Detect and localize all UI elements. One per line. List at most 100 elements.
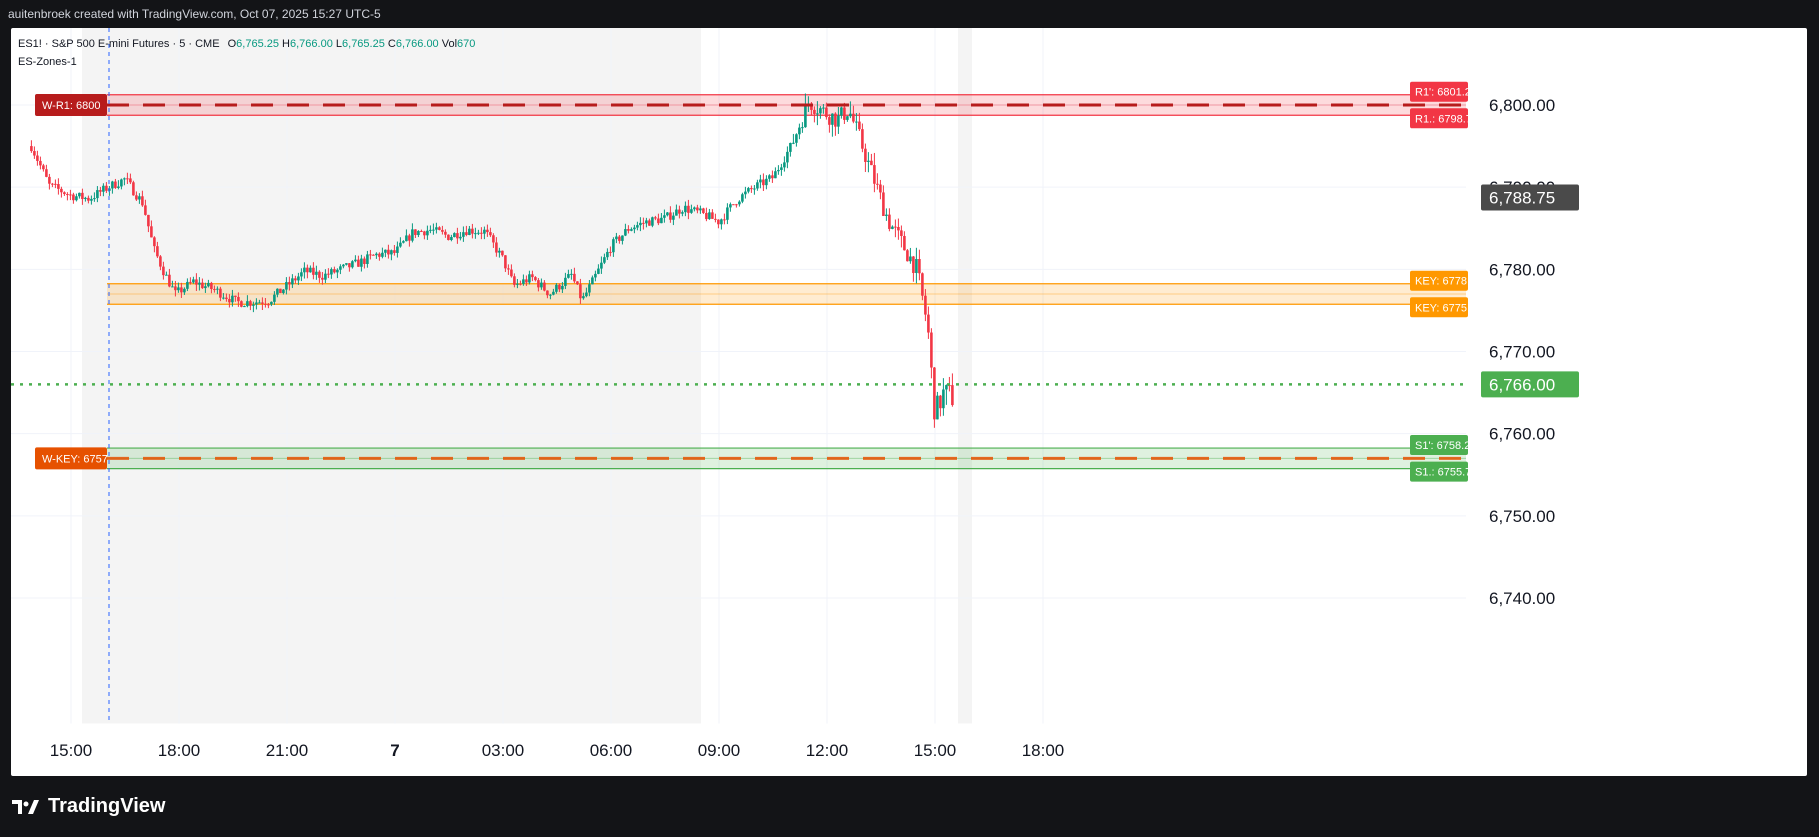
candle-body — [888, 214, 891, 229]
zone-label: R1': 6801.2 — [1410, 81, 1471, 102]
candle-body — [675, 209, 678, 216]
candle-body — [93, 198, 96, 200]
attribution-bar: auitenbroek created with TradingView.com… — [0, 0, 1819, 28]
candle-body — [843, 107, 846, 120]
candle-body — [951, 385, 954, 406]
candle-body — [534, 277, 537, 281]
candle-body — [162, 266, 165, 276]
candle-body — [735, 204, 738, 206]
zone-label-bg — [1410, 461, 1468, 482]
candle-body — [687, 205, 690, 213]
candle-body — [639, 222, 642, 226]
candle-body — [57, 184, 60, 189]
candle-body — [846, 116, 849, 120]
candle-body — [780, 167, 783, 170]
candle-body — [351, 261, 354, 268]
candle-body — [420, 231, 423, 233]
candle-body — [864, 148, 867, 162]
candle-body — [588, 284, 591, 293]
candle-body — [126, 178, 129, 180]
candle-body — [870, 160, 873, 166]
candle-body — [417, 231, 420, 236]
tradingview-logo-icon — [12, 799, 39, 814]
candle-body — [606, 251, 609, 258]
candle-body — [141, 196, 144, 206]
candle-body — [810, 103, 813, 110]
candle-body — [582, 296, 585, 299]
candle-body — [318, 271, 321, 278]
legend-symbol[interactable]: ES1! · S&P 500 E-mini Futures · 5 · CME — [18, 38, 220, 50]
candle-body — [393, 250, 396, 253]
candle-body — [636, 225, 639, 228]
tradingview-logo[interactable]: TradingView — [12, 795, 165, 818]
candle-body — [531, 274, 534, 278]
candle-body — [837, 115, 840, 127]
candle-body — [927, 314, 930, 333]
candle-body — [492, 235, 495, 243]
candle-body — [435, 227, 438, 230]
candle-body — [192, 279, 195, 283]
candle-body — [618, 236, 621, 241]
attribution-text: auitenbroek created with TradingView.com… — [8, 7, 381, 21]
candle-body — [660, 217, 663, 224]
candle-body — [786, 151, 789, 163]
candle-body — [69, 194, 72, 196]
candle-body — [78, 192, 81, 197]
candle-body — [99, 190, 102, 192]
candle-body — [906, 250, 909, 262]
weekly-level-label-bg — [35, 447, 107, 470]
candle-body — [645, 220, 648, 224]
candle-body — [456, 233, 459, 239]
candle-body — [699, 208, 702, 211]
candle-body — [369, 254, 372, 256]
candlestick-chart[interactable]: 15:00 18:00 21:00 7 03:00 06:00 09:00 12:00 15:0… — [11, 28, 1807, 776]
candle-body — [879, 184, 882, 193]
candle-body — [516, 283, 519, 285]
candle-body — [297, 276, 300, 281]
candle-body — [45, 169, 48, 177]
candle-body — [897, 226, 900, 231]
candle-body — [501, 250, 504, 256]
candle-body — [513, 276, 516, 285]
candle-body — [330, 269, 333, 275]
candle-body — [285, 282, 288, 290]
candle-body — [915, 259, 918, 273]
candle-body — [876, 183, 879, 185]
candle-body — [603, 257, 606, 263]
legend-volume-label: Vol — [441, 38, 458, 50]
zone-label-text: R1.: 6798.7 — [1415, 113, 1472, 125]
candle-body — [471, 228, 474, 234]
candle-body — [438, 227, 441, 230]
candle-body — [849, 113, 852, 117]
candle-body — [102, 185, 105, 192]
x-tick-label: 03:00 — [482, 741, 525, 760]
candle-body — [642, 222, 645, 224]
candle-body — [873, 165, 876, 184]
candle-body — [144, 205, 147, 215]
candle-body — [591, 277, 594, 285]
weekly-level-label: W-R1: 6800 — [35, 94, 107, 116]
candle-body — [690, 209, 693, 213]
candle-body — [819, 108, 822, 114]
legend-indicator[interactable]: ES-Zones-1 — [18, 56, 77, 68]
candle-body — [429, 229, 432, 231]
candle-body — [828, 117, 831, 125]
x-axis: 15:00 18:00 21:00 7 03:00 06:00 09:00 12:00 15:0… — [11, 723, 1807, 760]
crosshair-price-tag: 6,788.75 — [1481, 184, 1579, 211]
zone-label-text: S1': 6758.2 — [1415, 440, 1470, 452]
extended-hours-shade — [82, 28, 701, 724]
candle-body — [360, 258, 363, 267]
candle-body — [219, 288, 222, 298]
candle-body — [483, 229, 486, 234]
tradingview-brand: TradingView — [48, 795, 166, 817]
candle-body — [729, 204, 732, 208]
candle-body — [882, 192, 885, 216]
candle-body — [150, 226, 153, 238]
legend-high: 6,766.00 — [290, 38, 333, 50]
candle-body — [381, 252, 384, 257]
candle-body — [627, 229, 630, 231]
candle-body — [441, 229, 444, 232]
chart-panel[interactable]: 15:00 18:00 21:00 7 03:00 06:00 09:00 12:00 15:0… — [11, 28, 1807, 776]
candle-body — [423, 231, 426, 236]
candle-body — [243, 306, 246, 308]
